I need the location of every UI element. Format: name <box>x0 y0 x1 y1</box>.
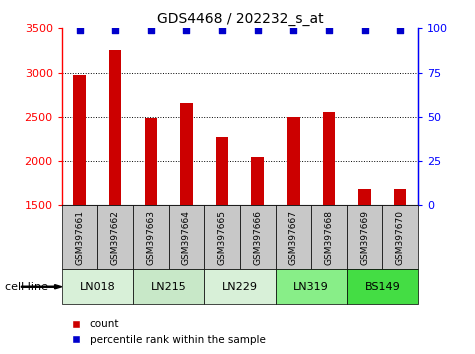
Bar <box>133 269 204 304</box>
Bar <box>133 205 169 269</box>
Bar <box>204 205 240 269</box>
Text: LN319: LN319 <box>293 282 329 292</box>
Text: GSM397662: GSM397662 <box>111 210 120 265</box>
Text: GSM397668: GSM397668 <box>324 210 333 265</box>
Point <box>76 27 84 33</box>
Bar <box>347 205 382 269</box>
Bar <box>97 205 133 269</box>
Bar <box>311 205 347 269</box>
Bar <box>73 75 86 205</box>
Point <box>289 27 297 33</box>
Bar <box>276 205 311 269</box>
Point <box>325 27 332 33</box>
Text: LN215: LN215 <box>151 282 187 292</box>
Point <box>254 27 261 33</box>
Text: GSM397670: GSM397670 <box>396 210 405 265</box>
Point <box>396 27 404 33</box>
Bar <box>62 205 97 269</box>
Bar <box>204 269 276 304</box>
Bar <box>109 50 122 205</box>
Text: GSM397669: GSM397669 <box>360 210 369 265</box>
Point <box>147 27 155 33</box>
Text: LN018: LN018 <box>79 282 115 292</box>
Bar <box>287 117 300 205</box>
Bar <box>216 137 228 205</box>
Point <box>182 27 190 33</box>
Bar <box>323 112 335 205</box>
Text: cell line: cell line <box>5 282 48 292</box>
Bar <box>251 156 264 205</box>
Bar <box>347 269 418 304</box>
Bar <box>394 189 407 205</box>
Bar <box>358 189 371 205</box>
Text: GSM397665: GSM397665 <box>218 210 227 265</box>
Bar <box>169 205 204 269</box>
Text: GSM397666: GSM397666 <box>253 210 262 265</box>
Legend: count, percentile rank within the sample: count, percentile rank within the sample <box>67 315 270 349</box>
Text: BS149: BS149 <box>364 282 400 292</box>
Bar <box>144 118 157 205</box>
Point <box>218 27 226 33</box>
Point <box>111 27 119 33</box>
Bar <box>240 205 276 269</box>
Point <box>361 27 369 33</box>
Bar <box>382 205 418 269</box>
Text: GSM397664: GSM397664 <box>182 210 191 265</box>
Text: GSM397667: GSM397667 <box>289 210 298 265</box>
Text: GSM397661: GSM397661 <box>75 210 84 265</box>
Bar <box>62 269 133 304</box>
Bar <box>180 103 193 205</box>
Text: GSM397663: GSM397663 <box>146 210 155 265</box>
Bar <box>276 269 347 304</box>
Title: GDS4468 / 202232_s_at: GDS4468 / 202232_s_at <box>157 12 323 26</box>
Text: LN229: LN229 <box>222 282 258 292</box>
